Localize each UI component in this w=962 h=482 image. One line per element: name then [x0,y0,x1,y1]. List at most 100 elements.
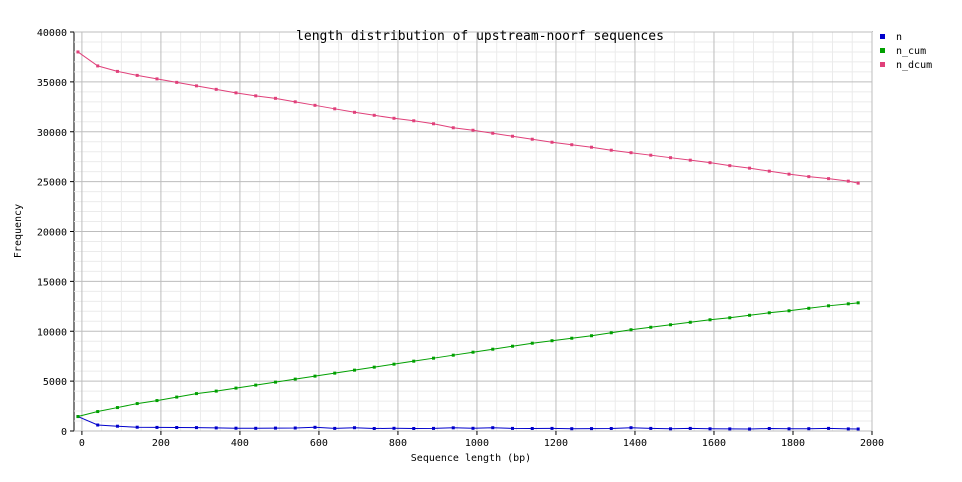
data-point [550,426,554,430]
data-point [194,392,198,396]
y-tick-label: 5000 [43,377,67,388]
data-point [254,383,258,387]
data-point [234,426,238,430]
data-point [412,359,416,363]
data-point [451,426,455,430]
data-point [530,137,534,141]
x-tick-label: 1800 [781,438,805,449]
x-tick-label: 2000 [860,438,884,449]
data-point [491,347,495,351]
x-axis-label: Sequence length (bp) [411,453,531,464]
data-point [372,365,376,369]
data-point [333,107,337,111]
data-point [372,427,376,431]
data-point [649,153,653,157]
data-point [234,91,238,95]
x-tick-label: 0 [79,438,85,449]
data-point [708,161,712,165]
data-point [451,126,455,130]
data-point [392,426,396,430]
data-point [748,427,752,431]
data-point [748,313,752,317]
data-point [856,301,860,305]
data-point [273,426,277,430]
data-point [313,103,317,107]
y-tick-label: 10000 [37,327,67,338]
data-point [135,402,139,406]
data-point [254,94,258,98]
x-tick-label: 1000 [465,438,489,449]
data-point [827,177,831,181]
data-point [787,309,791,313]
data-point [155,399,159,403]
data-point [352,110,356,114]
data-point [728,164,732,168]
data-point [590,145,594,149]
data-point [649,325,653,329]
data-point [135,73,139,77]
data-point [688,158,692,162]
data-point [511,134,515,138]
data-point [609,427,613,431]
data-point [234,386,238,390]
series-n-cum [76,301,860,419]
data-point [807,175,811,179]
data-point [846,427,850,431]
data-point [115,406,119,410]
data-point [728,427,732,431]
data-point [392,362,396,366]
data-point [649,426,653,430]
data-point [431,122,435,126]
data-point [96,64,100,68]
y-tick-label: 30000 [37,128,67,139]
data-point [135,425,139,429]
data-point [194,84,198,88]
data-point [609,331,613,335]
x-tick-label: 200 [152,438,170,449]
y-tick-label: 20000 [37,228,67,239]
data-point [688,320,692,324]
data-point [431,356,435,360]
data-point [827,426,831,430]
legend-marker [880,48,885,53]
data-point [76,415,80,419]
data-point [748,166,752,170]
data-point [511,344,515,348]
y-tick-label: 40000 [37,28,67,39]
data-point [372,113,376,117]
data-point [392,116,396,120]
series-n-dcum [76,50,860,185]
data-point [629,151,633,155]
data-point [856,181,860,185]
data-point [471,350,475,354]
data-point [273,380,277,384]
data-point [669,323,673,327]
x-tick-label: 400 [231,438,249,449]
data-point [609,148,613,152]
x-axis-ticks: 0 200 400 600 800 1000 1200 1400 1600 1800 2000 [79,431,884,449]
data-point [708,318,712,322]
data-point [530,341,534,345]
legend-label: n_cum [896,46,926,57]
data-point [550,140,554,144]
data-point [787,172,791,176]
data-point [352,368,356,372]
data-point [629,426,633,430]
data-point [491,426,495,430]
y-tick-label: 35000 [37,78,67,89]
data-point [767,311,771,315]
data-point [115,69,119,73]
data-point [273,96,277,100]
data-point [550,339,554,343]
data-point [194,426,198,430]
data-point [688,426,692,430]
data-point [115,424,119,428]
x-tick-label: 1200 [544,438,568,449]
data-point [214,426,218,430]
y-axis-ticks: 0 5000 10000 15000 20000 25000 30000 35000 40000 [37,28,74,438]
data-point [175,395,179,399]
data-point [96,410,100,414]
data-point [155,77,159,81]
data-point [333,426,337,430]
